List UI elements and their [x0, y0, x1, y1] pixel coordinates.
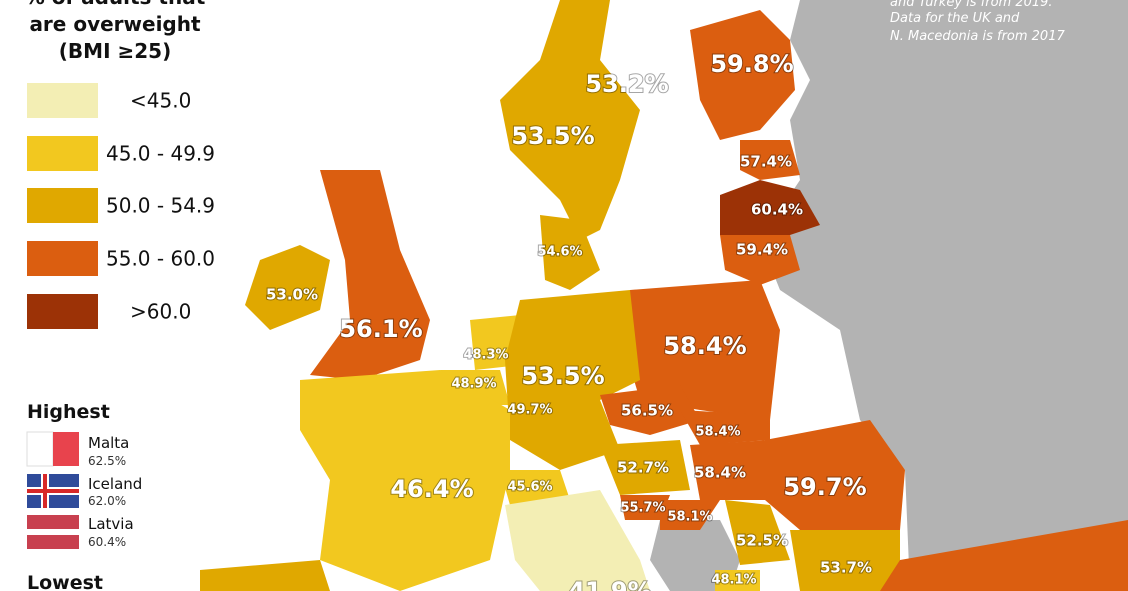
italy: [505, 490, 650, 591]
legend-swatch: [27, 136, 98, 171]
value-label: 45.6%: [507, 480, 552, 495]
highest-title: Highest: [27, 401, 110, 423]
country-value: 62.0%: [88, 494, 126, 508]
flag-latvia: [27, 515, 79, 549]
value-label: 48.9%: [451, 377, 496, 392]
croatia: [660, 500, 720, 530]
romania: [765, 420, 905, 530]
austria: [600, 440, 690, 495]
value-label: 53.7%: [820, 559, 872, 577]
value-label: 53.0%: [266, 286, 318, 304]
denmark: [540, 215, 600, 290]
legend-label: 55.0 - 60.0: [106, 247, 215, 271]
country: Latvia: [88, 515, 134, 533]
value-label: 53.5%: [511, 122, 594, 150]
slovakia: [680, 410, 770, 445]
value-label: 41.9%: [568, 577, 651, 591]
value-label: 58.4%: [694, 464, 746, 482]
switzerland: [500, 470, 570, 505]
country-value: 62.5%: [88, 454, 126, 468]
legend-swatch: [27, 294, 98, 329]
legend-label: 45.0 - 49.9: [106, 142, 215, 166]
value-label: 56.1%: [339, 315, 422, 343]
czechia: [600, 385, 700, 435]
value-label: 53.2%: [585, 70, 668, 98]
estonia: [740, 140, 800, 180]
uk: [310, 170, 430, 380]
note-line: N. Macedonia is from 2017: [890, 29, 1065, 44]
finland: [690, 10, 795, 140]
value-label: 59.7%: [783, 473, 866, 501]
country: Iceland: [88, 475, 142, 493]
lithuania: [720, 235, 800, 285]
value-label: 60.4%: [751, 201, 803, 219]
value-label: 55.7%: [620, 501, 665, 516]
slovenia: [620, 495, 670, 520]
serbia: [725, 500, 790, 565]
note-line: Data for the UK and: [890, 11, 1020, 26]
value-label: 58.4%: [695, 425, 740, 440]
legend-label: 50.0 - 54.9: [106, 194, 215, 218]
value-label: 58.1%: [667, 510, 712, 525]
spain: [200, 560, 330, 591]
non-eu-land: [760, 0, 1128, 591]
flag-malta: [26, 431, 79, 467]
lowest-title: Lowest: [27, 572, 103, 591]
n-macedonia: [715, 570, 760, 591]
value-label: 59.4%: [736, 241, 788, 259]
turkey: [880, 520, 1128, 591]
value-label: 53.5%: [521, 362, 604, 390]
belgium: [440, 370, 510, 405]
bulgaria: [790, 530, 900, 591]
value-label: 46.4%: [390, 475, 473, 503]
value-label: 56.5%: [621, 402, 673, 420]
legend-swatch: [27, 83, 98, 118]
value-label: 52.5%: [736, 532, 788, 550]
hungary: [690, 440, 770, 500]
value-label: 57.4%: [740, 153, 792, 171]
legend-label: <45.0: [130, 89, 191, 113]
legend-swatch: [27, 241, 98, 276]
value-label: 58.4%: [663, 332, 746, 360]
flag-iceland: [27, 474, 79, 508]
note-line: and Turkey is from 2019.: [890, 0, 1053, 10]
ireland: [245, 245, 330, 330]
value-label: 48.3%: [463, 348, 508, 363]
legend-swatch: [27, 188, 98, 223]
country: Malta: [88, 434, 129, 452]
legend-title: (BMI ≥25): [59, 39, 171, 63]
value-label: 52.7%: [617, 459, 669, 477]
value-label: 54.6%: [537, 245, 582, 260]
value-label: 59.8%: [710, 50, 793, 78]
legend-title: are overweight: [29, 12, 201, 36]
poland: [625, 280, 780, 420]
france: [300, 370, 510, 591]
country-value: 60.4%: [88, 535, 126, 549]
legend-title: % of adults that: [25, 0, 206, 9]
value-label: 49.7%: [507, 403, 552, 418]
legend-label: >60.0: [130, 300, 191, 324]
latvia: [720, 180, 820, 235]
germany: [505, 290, 640, 470]
scandinavia: [500, 0, 640, 240]
value-label: 48.1%: [711, 573, 756, 588]
